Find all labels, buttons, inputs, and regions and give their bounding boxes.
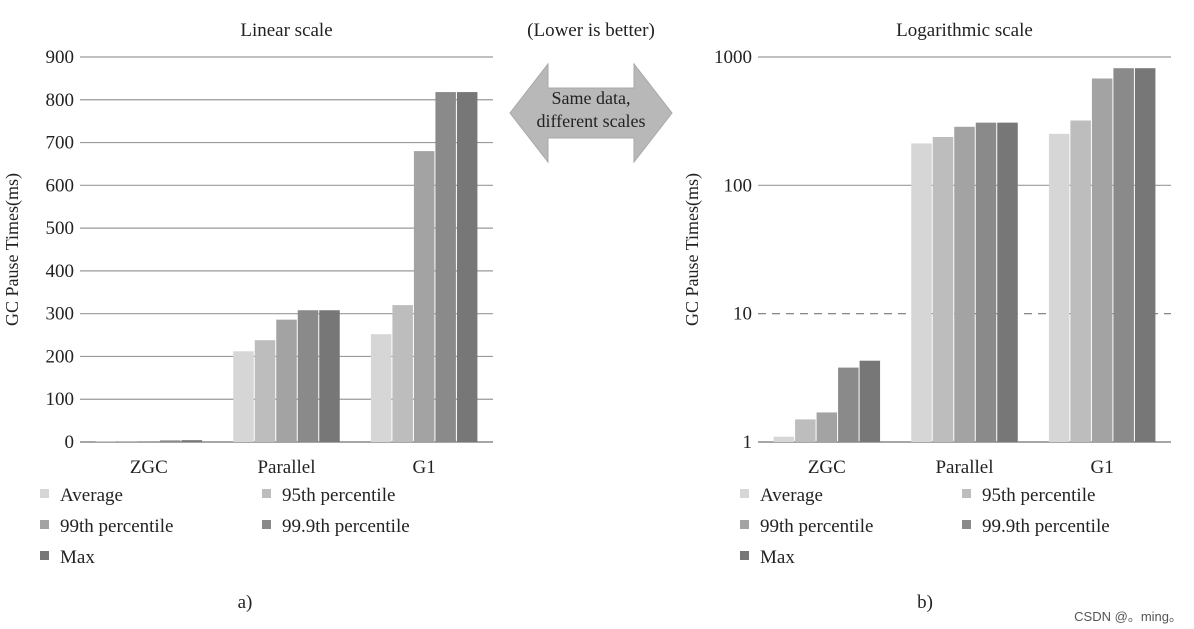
bar-parallel-series-1 xyxy=(254,340,276,442)
legend-swatch xyxy=(740,489,749,498)
bar-parallel-series-2 xyxy=(276,319,297,442)
arrow-text-line2: different scales xyxy=(536,111,645,131)
y-tick-label: 900 xyxy=(46,47,75,68)
chart-caption: a) xyxy=(238,592,253,613)
bar-g1-series-4 xyxy=(1134,68,1156,443)
legend-swatch xyxy=(262,489,271,498)
lower-is-better-note: (Lower is better) xyxy=(527,20,655,41)
legend-label: Max xyxy=(760,547,795,568)
y-tick-label: 300 xyxy=(46,304,75,325)
log-scale-chart: Logarithmic scale 1 10 100 1000 GC Pause Time… xyxy=(682,20,1171,613)
legend-swatch xyxy=(40,489,49,498)
chart-title: Linear scale xyxy=(240,20,332,41)
bar-parallel-series-1 xyxy=(932,137,954,442)
bar-zgc-series-4 xyxy=(181,440,203,442)
y-tick-label: 0 xyxy=(65,432,75,453)
bar-zgc-series-1 xyxy=(117,441,138,442)
legend-swatch xyxy=(962,520,971,529)
double-arrow-shape xyxy=(509,62,673,164)
legend-swatch xyxy=(262,520,271,529)
bar-g1-series-3 xyxy=(1113,68,1134,443)
legend-label: 99th percentile xyxy=(760,516,873,537)
y-tick-label: 400 xyxy=(46,261,75,282)
bar-parallel-series-2 xyxy=(954,126,975,442)
y-tick-label: 200 xyxy=(46,346,75,367)
y-tick-label: 1 xyxy=(743,432,753,453)
legend-swatch xyxy=(40,551,49,560)
x-category-label: Parallel xyxy=(935,457,993,478)
bar-zgc-series-3 xyxy=(160,440,181,442)
bar-g1-series-0 xyxy=(1048,133,1070,443)
chart-title: Logarithmic scale xyxy=(896,20,1033,41)
bar-g1-series-2 xyxy=(1091,78,1113,442)
y-axis-label: GC Pause Times(ms) xyxy=(2,173,23,326)
bar-g1-series-1 xyxy=(392,305,413,442)
legend-swatch xyxy=(740,551,749,560)
legend-swatch xyxy=(740,520,749,529)
bar-g1-series-2 xyxy=(413,151,435,442)
x-category-label: Parallel xyxy=(257,457,315,478)
x-category-label: ZGC xyxy=(808,457,846,478)
bar-zgc-series-0 xyxy=(773,436,795,442)
legend-label: 95th percentile xyxy=(282,485,395,506)
x-category-label: G1 xyxy=(413,457,436,478)
arrow-text-line1: Same data, xyxy=(552,88,631,108)
y-tick-label: 100 xyxy=(724,175,753,196)
y-tick-label: 1000 xyxy=(714,47,752,68)
x-category-label: ZGC xyxy=(130,457,168,478)
y-axis-label: GC Pause Times(ms) xyxy=(682,173,703,326)
bar-g1-series-3 xyxy=(435,92,456,443)
legend-label: 99.9th percentile xyxy=(282,516,410,537)
y-tick-label: 100 xyxy=(46,389,75,410)
bar-zgc-series-3 xyxy=(838,367,859,442)
bar-zgc-series-1 xyxy=(795,419,816,442)
y-tick-label: 700 xyxy=(46,133,75,154)
bar-zgc-series-2 xyxy=(138,441,160,442)
double-arrow-annotation: (Lower is better) Same data, different s… xyxy=(509,20,673,164)
bar-parallel-series-3 xyxy=(297,310,319,442)
watermark: CSDN @。ming。 xyxy=(1074,609,1182,624)
bar-zgc-series-2 xyxy=(816,412,838,442)
legend-label: Average xyxy=(760,485,823,506)
bar-parallel-series-4 xyxy=(997,122,1018,443)
bar-parallel-series-0 xyxy=(233,351,254,442)
linear-scale-chart: Linear scale 0 100 200 300 400 500 600 700 800 900… xyxy=(2,20,493,613)
legend-swatch xyxy=(40,520,49,529)
x-category-label: G1 xyxy=(1091,457,1114,478)
legend-label: 95th percentile xyxy=(982,485,1095,506)
bar-g1-series-0 xyxy=(370,334,392,442)
y-tick-label: 500 xyxy=(46,218,75,239)
legend-label: Max xyxy=(60,547,95,568)
legend-label: Average xyxy=(60,485,123,506)
legend-label: 99.9th percentile xyxy=(982,516,1110,537)
bar-zgc-series-4 xyxy=(859,360,881,442)
y-tick-label: 600 xyxy=(46,175,75,196)
bar-g1-series-1 xyxy=(1070,120,1091,443)
chart-caption: b) xyxy=(917,592,933,613)
bar-parallel-series-4 xyxy=(319,310,340,442)
y-tick-label: 10 xyxy=(733,304,752,325)
legend-label: 99th percentile xyxy=(60,516,173,537)
bar-parallel-series-3 xyxy=(975,122,997,443)
y-tick-label: 800 xyxy=(46,90,75,111)
legend-swatch xyxy=(962,489,971,498)
bar-g1-series-4 xyxy=(456,92,478,443)
bar-parallel-series-0 xyxy=(911,143,932,443)
